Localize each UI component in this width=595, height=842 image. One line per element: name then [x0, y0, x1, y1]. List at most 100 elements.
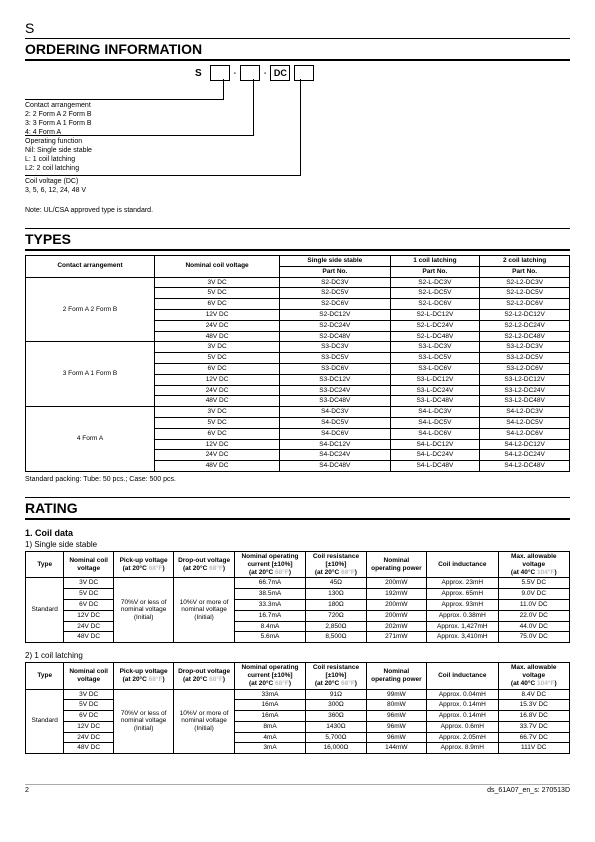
- desc-op-l1: Nil: Single side stable: [25, 146, 92, 155]
- types-cell: 6V DC: [155, 299, 280, 310]
- types-cell: S3-L2-DC5V: [480, 353, 570, 364]
- rating-cell: 33mA: [234, 689, 305, 700]
- rating-cell: 96mW: [366, 732, 426, 743]
- rating-cell: 80mW: [366, 700, 426, 711]
- rating-cell: 300Ω: [306, 700, 366, 711]
- rating-cell: Approx. 0.38mH: [427, 610, 498, 621]
- types-cell: 24V DC: [155, 450, 280, 461]
- types-cell: 48V DC: [155, 461, 280, 472]
- types-cell: S4-L2-DC6V: [480, 428, 570, 439]
- rating-cell: 96mW: [366, 711, 426, 722]
- types-cell: S3-DC48V: [280, 396, 390, 407]
- rating-cell: 8,500Ω: [306, 632, 366, 643]
- types-cell: S2-DC5V: [280, 288, 390, 299]
- types-cell: S2-L2-DC48V: [480, 331, 570, 342]
- rating-cell: 192mW: [366, 589, 426, 600]
- types-cell: S3-L2-DC12V: [480, 374, 570, 385]
- rating-cell: 16.7mA: [234, 610, 305, 621]
- ss-th-dropout: Drop-out voltage (at 20°C 68°F): [174, 551, 234, 577]
- types-cell: 24V DC: [155, 320, 280, 331]
- rating-cell: 12V DC: [64, 721, 113, 732]
- th-nominal: Nominal coil voltage: [155, 256, 280, 278]
- rating-cell: Approx. 0.04mH: [427, 689, 498, 700]
- th-stable: Single side stable: [280, 256, 390, 267]
- types-cell: 5V DC: [155, 353, 280, 364]
- types-cell: S3-L-DC12V: [390, 374, 480, 385]
- types-cell: S2-L-DC48V: [390, 331, 480, 342]
- types-cell: 5V DC: [155, 417, 280, 428]
- types-cell: S2-L-DC24V: [390, 320, 480, 331]
- types-arrangement: 3 Form A 1 Form B: [26, 342, 155, 407]
- rating-cell: 33.7V DC: [498, 721, 569, 732]
- l1-th-pickup: Pick-up voltage (at 20°C 68°F): [113, 663, 173, 689]
- types-cell: S3-L-DC24V: [390, 385, 480, 396]
- types-cell: S2-L-DC5V: [390, 288, 480, 299]
- rating-cell: 6V DC: [64, 599, 113, 610]
- rating-pickup: 70%V or less of nominal voltage (Initial…: [113, 689, 173, 754]
- th-partno-1: Part No.: [280, 266, 390, 277]
- types-arrangement: 2 Form A 2 Form B: [26, 277, 155, 342]
- rating-cell: 360Ω: [306, 711, 366, 722]
- rating-cell: 96mW: [366, 721, 426, 732]
- types-cell: S3-DC5V: [280, 353, 390, 364]
- rating-cell: 48V DC: [64, 743, 113, 754]
- packing-note: Standard packing: Tube: 50 pcs.; Case: 5…: [25, 476, 570, 483]
- rating-cell: Approx. 23mH: [427, 578, 498, 589]
- types-cell: S4-DC48V: [280, 461, 390, 472]
- rating-cell: 5.6mA: [234, 632, 305, 643]
- rating-cell: 202mW: [366, 621, 426, 632]
- types-cell: S4-L2-DC12V: [480, 439, 570, 450]
- types-cell: S4-DC5V: [280, 417, 390, 428]
- desc-contact-title: Contact arrangement: [25, 101, 92, 110]
- single-side-title: 1) Single side stable: [25, 540, 570, 549]
- types-cell: 48V DC: [155, 331, 280, 342]
- types-cell: S3-DC24V: [280, 385, 390, 396]
- types-cell: S2-L2-DC24V: [480, 320, 570, 331]
- types-cell: S3-L-DC5V: [390, 353, 480, 364]
- code-boxes: S - - DC: [195, 65, 314, 81]
- rating-cell: 5.5V DC: [498, 578, 569, 589]
- rating-cell: 200mW: [366, 599, 426, 610]
- types-cell: S3-L2-DC24V: [480, 385, 570, 396]
- types-cell: S3-L2-DC3V: [480, 342, 570, 353]
- th-partno-3: Part No.: [480, 266, 570, 277]
- rating-cell: Approx. 0.14mH: [427, 700, 498, 711]
- types-cell: S4-DC12V: [280, 439, 390, 450]
- types-cell: 24V DC: [155, 385, 280, 396]
- types-cell: S4-DC3V: [280, 407, 390, 418]
- th-1coil: 1 coil latching: [390, 256, 480, 267]
- types-cell: S3-L-DC6V: [390, 363, 480, 374]
- types-cell: S4-L-DC24V: [390, 450, 480, 461]
- code-box-2: [240, 65, 260, 81]
- section-types: TYPES: [25, 228, 570, 251]
- rating-cell: 144mW: [366, 743, 426, 754]
- rating-cell: 75.0V DC: [498, 632, 569, 643]
- types-cell: S2-DC24V: [280, 320, 390, 331]
- rating-cell: Approx. 65mH: [427, 589, 498, 600]
- types-cell: S2-DC12V: [280, 309, 390, 320]
- rating-cell: 99mW: [366, 689, 426, 700]
- rating-cell: 44.0V DC: [498, 621, 569, 632]
- rating-cell: 180Ω: [306, 599, 366, 610]
- types-cell: S4-L2-DC3V: [480, 407, 570, 418]
- doc-id: ds_61A07_en_s: 270513D: [487, 787, 570, 794]
- rating-cell: 2,850Ω: [306, 621, 366, 632]
- l1-th-current: Nominal operating current [±10%] (at 20°…: [234, 663, 305, 689]
- desc-operating: Operating function Nil: Single side stab…: [25, 137, 92, 173]
- rating-cell: 5,700Ω: [306, 732, 366, 743]
- rating-cell: 8.4mA: [234, 621, 305, 632]
- types-cell: S4-L2-DC5V: [480, 417, 570, 428]
- types-cell: 12V DC: [155, 374, 280, 385]
- rating-type: Standard: [26, 578, 64, 643]
- types-cell: 3V DC: [155, 342, 280, 353]
- types-cell: 48V DC: [155, 396, 280, 407]
- ss-th-power: Nominal operating power: [366, 551, 426, 577]
- ss-th-induct: Coil inductance: [427, 551, 498, 577]
- rating-cell: 45Ω: [306, 578, 366, 589]
- desc-coilv-l1: 3, 5, 6, 12, 24, 48 V: [25, 186, 86, 195]
- ss-th-current: Nominal operating current [±10%] (at 20°…: [234, 551, 305, 577]
- rating-cell: 15.3V DC: [498, 700, 569, 711]
- rating-cell: 66.7V DC: [498, 732, 569, 743]
- rating-dropout: 10%V or more of nominal voltage (Initial…: [174, 689, 234, 754]
- types-cell: 12V DC: [155, 439, 280, 450]
